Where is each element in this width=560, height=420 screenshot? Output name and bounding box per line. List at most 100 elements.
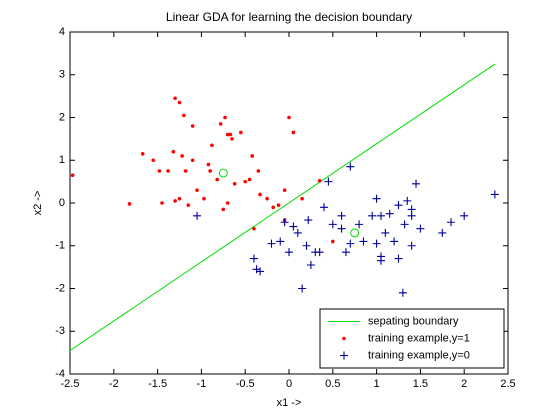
x-tick-label: 2.5 [500, 378, 515, 390]
point [127, 202, 132, 206]
point [331, 239, 335, 244]
point [400, 220, 409, 229]
y-tick-label: 3 [59, 69, 65, 81]
point [438, 228, 447, 237]
point [355, 220, 364, 229]
x-tick-label: -2 [109, 378, 119, 390]
y-tick-label: -1 [55, 240, 65, 252]
legend-swatch [340, 351, 348, 360]
legend-swatch [342, 336, 346, 341]
point [306, 260, 315, 269]
mean-marker [218, 168, 228, 178]
point [376, 256, 385, 265]
point [359, 237, 368, 246]
point [180, 154, 184, 158]
point [70, 173, 75, 178]
point [208, 169, 212, 173]
point [232, 181, 237, 186]
point [372, 194, 381, 203]
point [317, 178, 322, 183]
point [173, 199, 177, 203]
point [315, 248, 324, 257]
point [403, 196, 412, 205]
point [256, 267, 265, 276]
point [202, 196, 206, 201]
point [324, 177, 333, 186]
point [490, 190, 499, 199]
x-tick-label: 2 [461, 378, 467, 390]
point [221, 207, 226, 212]
point [328, 220, 337, 229]
point [276, 237, 285, 246]
point [372, 239, 381, 248]
point [368, 211, 377, 220]
point [210, 143, 214, 148]
point [416, 224, 425, 233]
point [249, 254, 258, 263]
y-tick-label: 4 [59, 26, 65, 38]
mean-marker [350, 228, 360, 238]
point [195, 188, 199, 192]
x-axis-label: x1 -> [277, 397, 302, 409]
point [252, 226, 256, 231]
y-axis-label: x2 -> [32, 191, 44, 216]
point [298, 284, 307, 293]
point [250, 154, 255, 158]
point [337, 224, 346, 233]
point [407, 205, 416, 214]
point [258, 192, 262, 197]
point [225, 201, 230, 205]
point [182, 113, 186, 118]
point [177, 196, 182, 201]
point [282, 188, 287, 192]
point [177, 100, 182, 105]
legend-label: training example,y=0 [368, 349, 470, 361]
legend-label: training example,y=1 [368, 332, 470, 344]
point [160, 201, 164, 205]
point [385, 209, 394, 218]
point [223, 115, 227, 120]
point [166, 169, 170, 173]
x-tick-label: -2.5 [61, 378, 80, 390]
x-tick-label: 1 [374, 378, 380, 390]
point [337, 211, 346, 220]
legend [319, 308, 505, 369]
point [398, 288, 407, 297]
boundary-line [69, 63, 496, 351]
point [346, 239, 355, 248]
point [407, 241, 416, 250]
chart-title: Linear GDA for learning the decision bou… [166, 10, 412, 24]
point [247, 177, 252, 182]
point [173, 96, 177, 101]
point [289, 222, 298, 231]
point [394, 254, 403, 263]
point [271, 205, 276, 210]
point [287, 115, 291, 120]
legend-label: sepating boundary [368, 315, 459, 327]
point [215, 177, 219, 182]
point [206, 162, 211, 167]
point [320, 203, 329, 212]
x-tick-label: -0.5 [236, 378, 255, 390]
point [218, 122, 223, 126]
point [151, 158, 156, 163]
point [256, 169, 261, 173]
point [267, 239, 276, 248]
point [171, 149, 176, 154]
point [140, 152, 145, 156]
y-tick-label: -4 [55, 368, 65, 380]
point [265, 196, 269, 201]
point [228, 132, 233, 137]
point [341, 248, 350, 257]
x-tick-label: 0.5 [325, 378, 340, 390]
y-tick-label: 2 [59, 111, 65, 123]
point [390, 237, 399, 246]
point [381, 228, 390, 237]
point [376, 211, 385, 220]
y-tick-label: 0 [59, 197, 65, 209]
point [285, 248, 293, 257]
point [460, 211, 469, 220]
point [291, 130, 296, 135]
point [239, 130, 243, 135]
